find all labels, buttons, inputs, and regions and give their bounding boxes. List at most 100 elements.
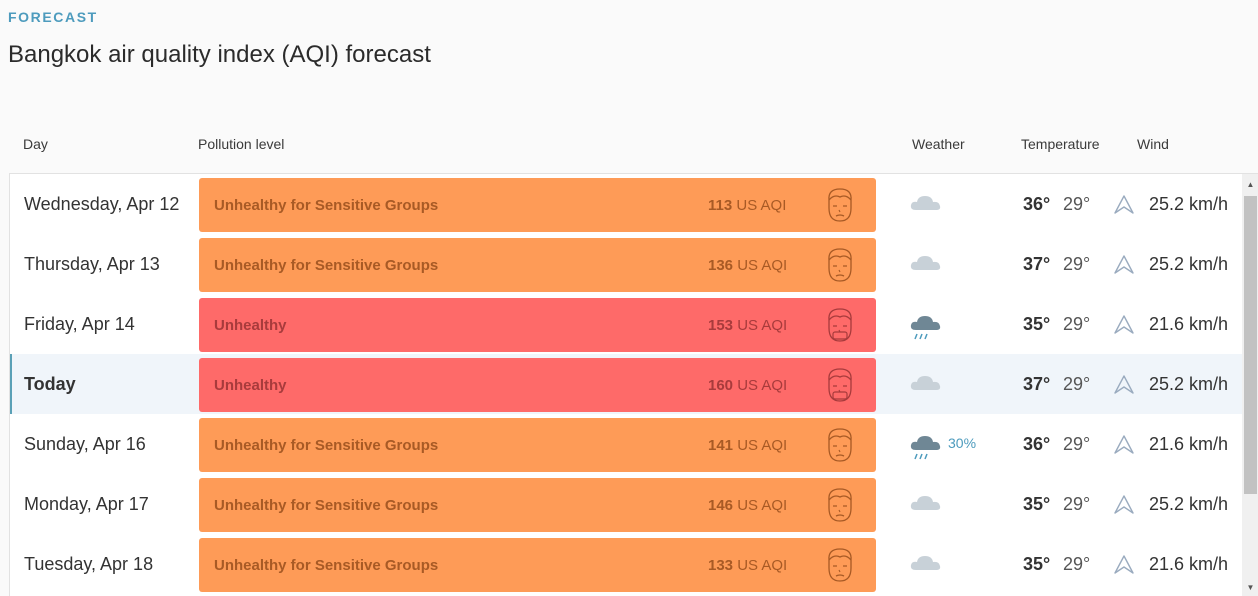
temperature-min: 29° [1063, 494, 1091, 514]
pollution-level-bar: Unhealthy for Sensitive Groups 133 US AQ… [199, 538, 876, 592]
scroll-down-arrow-icon[interactable]: ▼ [1246, 583, 1255, 592]
temperature-min: 29° [1063, 194, 1091, 214]
cloud-icon [910, 496, 941, 510]
aqi-unit: US AQI [736, 197, 787, 214]
forecast-day: Sunday, Apr 16 [24, 434, 146, 454]
rain-cloud-icon [910, 316, 941, 340]
table-header: Day Pollution level Weather Temperature … [0, 136, 1258, 156]
wind-direction-arrow-icon [1114, 315, 1134, 334]
pollution-level-bar: Unhealthy for Sensitive Groups 141 US AQ… [199, 418, 876, 472]
forecast-row[interactable]: Thursday, Apr 13 Unhealthy for Sensitive… [10, 234, 1242, 294]
rain-cloud-icon [910, 436, 941, 460]
aqi-value: 133 US AQI [708, 557, 787, 574]
column-header-weather: Weather [912, 136, 965, 152]
aqi-unit: US AQI [737, 317, 788, 334]
temperature-min: 29° [1063, 314, 1091, 334]
forecast-day: Monday, Apr 17 [24, 494, 149, 514]
temperature-min: 29° [1063, 554, 1091, 574]
temperature-max: 35° [1023, 314, 1051, 334]
wind-direction-arrow-icon [1114, 555, 1134, 574]
temperature-min: 29° [1063, 254, 1091, 274]
pollution-level-bar: Unhealthy 153 US AQI [199, 298, 876, 352]
wind-speed: 25.2 km/h [1149, 494, 1229, 514]
temperature-max: 35° [1023, 494, 1051, 514]
forecast-table: Wednesday, Apr 12 Unhealthy for Sensitiv… [9, 173, 1258, 596]
temperature-max: 37° [1023, 254, 1051, 274]
aqi-unit: US AQI [737, 557, 788, 574]
face-with-mask-icon [828, 308, 852, 342]
pollution-level-label: Unhealthy for Sensitive Groups [214, 557, 439, 574]
forecast-row[interactable]: Friday, Apr 14 Unhealthy 153 US AQI 35° … [10, 294, 1242, 354]
temperature-max: 37° [1023, 374, 1051, 394]
wind-speed: 25.2 km/h [1149, 194, 1229, 214]
pollution-level-bar: Unhealthy for Sensitive Groups 113 US AQ… [199, 178, 876, 232]
wind-speed: 25.2 km/h [1149, 254, 1229, 274]
cloud-icon [910, 196, 941, 210]
scroll-up-arrow-icon[interactable]: ▲ [1246, 180, 1255, 189]
face-icon [828, 488, 852, 522]
cloud-icon [910, 556, 941, 570]
aqi-unit: US AQI [737, 497, 788, 514]
aqi-number: 133 [708, 557, 734, 574]
face-icon [828, 248, 852, 282]
forecast-day: Thursday, Apr 13 [24, 254, 160, 274]
aqi-value: 136 US AQI [708, 257, 787, 274]
column-header-pollution: Pollution level [198, 136, 285, 152]
cloud-icon [910, 376, 941, 390]
forecast-row[interactable]: Sunday, Apr 16 Unhealthy for Sensitive G… [10, 414, 1242, 474]
aqi-number: 160 [708, 377, 734, 394]
face-icon [828, 188, 852, 222]
aqi-number: 141 [708, 437, 734, 454]
forecast-day: Friday, Apr 14 [24, 314, 135, 334]
pollution-level-label: Unhealthy for Sensitive Groups [214, 197, 439, 214]
temperature-min: 29° [1063, 374, 1091, 394]
scrollbar-thumb[interactable] [1244, 196, 1257, 494]
wind-speed: 21.6 km/h [1149, 554, 1229, 574]
temperature-max: 36° [1023, 434, 1051, 454]
aqi-number: 146 [708, 497, 734, 514]
aqi-number: 136 [708, 257, 734, 274]
temperature-max: 36° [1023, 194, 1051, 214]
aqi-value: 113 US AQI [708, 197, 786, 214]
forecast-row[interactable]: Monday, Apr 17 Unhealthy for Sensitive G… [10, 474, 1242, 534]
pollution-level-label: Unhealthy [214, 377, 287, 394]
pollution-level-bar: Unhealthy 160 US AQI [199, 358, 876, 412]
scrollbar[interactable]: ▲ ▼ [1242, 174, 1258, 596]
wind-direction-arrow-icon [1114, 195, 1134, 214]
forecast-day: Today [24, 374, 76, 394]
cloud-icon [910, 256, 941, 270]
forecast-row[interactable]: Today Unhealthy 160 US AQI 37° 29° 25.2 … [10, 354, 1242, 414]
pollution-level-label: Unhealthy for Sensitive Groups [214, 497, 439, 514]
forecast-day: Tuesday, Apr 18 [24, 554, 154, 574]
aqi-unit: US AQI [737, 437, 788, 454]
aqi-value: 153 US AQI [708, 317, 787, 334]
aqi-unit: US AQI [737, 377, 788, 394]
wind-direction-arrow-icon [1114, 495, 1134, 514]
wind-speed: 25.2 km/h [1149, 374, 1229, 394]
pollution-level-label: Unhealthy for Sensitive Groups [214, 437, 439, 454]
forecast-row[interactable]: Wednesday, Apr 12 Unhealthy for Sensitiv… [10, 174, 1242, 234]
pollution-level-bar: Unhealthy for Sensitive Groups 136 US AQ… [199, 238, 876, 292]
page-title: Bangkok air quality index (AQI) forecast [8, 41, 431, 68]
forecast-day: Wednesday, Apr 12 [24, 194, 180, 214]
temperature-max: 35° [1023, 554, 1051, 574]
forecast-row[interactable]: Tuesday, Apr 18 Unhealthy for Sensitive … [10, 534, 1242, 594]
wind-direction-arrow-icon [1114, 255, 1134, 274]
aqi-number: 153 [708, 317, 734, 334]
precipitation-chance: 30% [948, 435, 977, 451]
aqi-value: 146 US AQI [708, 497, 787, 514]
aqi-unit: US AQI [737, 257, 788, 274]
today-accent-bar [10, 354, 12, 414]
aqi-value: 141 US AQI [708, 437, 787, 454]
pollution-level-label: Unhealthy [214, 317, 287, 334]
face-with-mask-icon [828, 368, 852, 402]
column-header-temperature: Temperature [1021, 136, 1100, 152]
pollution-level-label: Unhealthy for Sensitive Groups [214, 257, 439, 274]
pollution-level-bar: Unhealthy for Sensitive Groups 146 US AQ… [199, 478, 876, 532]
section-eyebrow: FORECAST [8, 9, 98, 25]
face-icon [828, 428, 852, 462]
aqi-number: 113 [708, 197, 733, 214]
wind-direction-arrow-icon [1114, 375, 1134, 394]
wind-speed: 21.6 km/h [1149, 314, 1229, 334]
temperature-min: 29° [1063, 434, 1091, 454]
